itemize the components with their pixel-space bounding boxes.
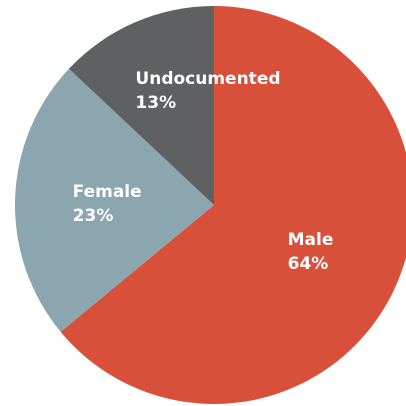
pie-slice-female [14, 68, 214, 332]
slice-percent-male: 64% [288, 254, 329, 274]
pie-slice-undocumented [68, 6, 214, 205]
pie-slice-male [60, 6, 406, 404]
slice-label-female: Female [73, 182, 142, 202]
slice-percent-female: 23% [73, 206, 114, 226]
slice-labels: Male 64% Female 23% Undocumented 13% [73, 69, 334, 274]
slice-label-male: Male [288, 230, 334, 250]
slice-label-undocumented: Undocumented [135, 69, 280, 89]
slice-percent-undocumented: 13% [135, 93, 176, 113]
